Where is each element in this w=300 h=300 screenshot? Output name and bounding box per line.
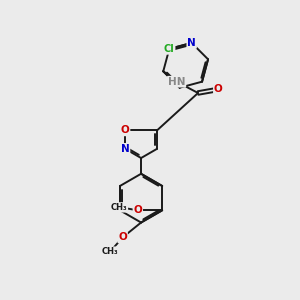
Text: Cl: Cl — [164, 44, 175, 54]
Text: N: N — [121, 144, 130, 154]
Text: O: O — [121, 125, 130, 135]
Text: HN: HN — [168, 77, 185, 87]
Text: O: O — [134, 205, 142, 215]
Text: O: O — [118, 232, 127, 242]
Text: N: N — [187, 38, 196, 48]
Text: CH₃: CH₃ — [102, 247, 119, 256]
Text: O: O — [214, 84, 223, 94]
Text: CH₃: CH₃ — [111, 203, 128, 212]
